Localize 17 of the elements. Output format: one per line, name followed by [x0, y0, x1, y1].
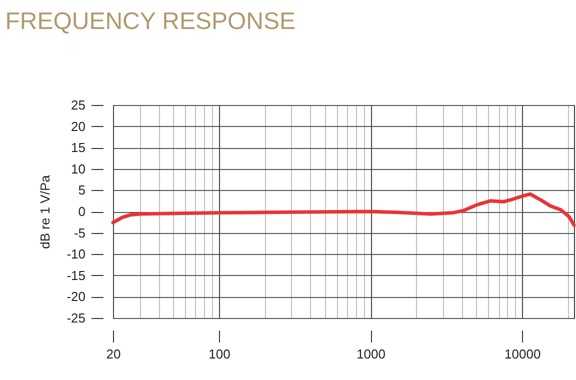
y-tick-label: 20: [71, 118, 86, 134]
y-tick-label: -20: [66, 289, 86, 304]
y-axis-title: dB re 1 V/Pa: [38, 174, 53, 249]
x-tick-label: 1000: [356, 346, 386, 362]
chart-title: FREQUENCY RESPONSE: [5, 8, 296, 35]
y-tick-label: -5: [74, 225, 86, 240]
y-tick-label: 5: [78, 182, 86, 198]
y-tick-label: 15: [71, 140, 86, 156]
x-tick-label: 10000: [504, 346, 541, 362]
y-tick-label: 0: [78, 204, 86, 219]
y-tick-label: 25: [71, 98, 86, 112]
x-tick-label: 20: [106, 346, 121, 362]
y-tick-label: -10: [66, 246, 86, 262]
y-tick-label: -25: [66, 310, 86, 326]
x-tick-label: 100: [208, 346, 230, 362]
y-tick-label: -15: [66, 268, 86, 283]
y-tick-label: 10: [71, 161, 86, 176]
